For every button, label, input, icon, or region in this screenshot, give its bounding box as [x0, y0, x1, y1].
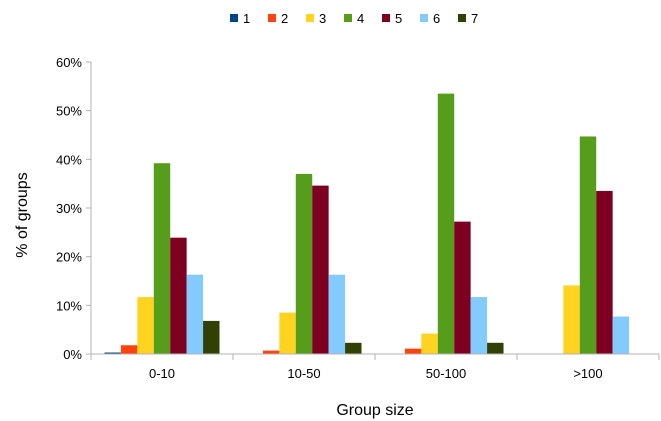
legend-label: 7: [471, 11, 478, 26]
y-tick-label: 50%: [56, 104, 82, 119]
bar: [612, 316, 630, 354]
bar: [404, 348, 422, 354]
bars: [104, 93, 630, 354]
bar: [345, 342, 362, 354]
bar: [203, 320, 220, 354]
x-tick-label: 50-100: [426, 366, 466, 381]
legend-label: 4: [357, 11, 364, 26]
bar: [279, 312, 296, 354]
legend-swatch: [344, 14, 352, 22]
bar: [596, 190, 613, 354]
y-tick-label: 60%: [56, 55, 82, 70]
legend-label: 6: [433, 11, 440, 26]
bar: [470, 297, 488, 354]
legend-label: 2: [281, 11, 288, 26]
bar: [563, 285, 580, 354]
y-tick-label: 10%: [56, 298, 82, 313]
legend-swatch: [230, 14, 238, 22]
bar: [120, 345, 138, 354]
bar: [421, 333, 438, 354]
bar: [153, 163, 171, 354]
legend-swatch: [306, 14, 314, 22]
x-tick-label: >100: [573, 366, 602, 381]
bar: [137, 297, 154, 354]
y-axis-label: % of groups: [14, 172, 31, 257]
bar: [312, 185, 329, 354]
legend-label: 5: [395, 11, 402, 26]
legend-label: 3: [319, 11, 326, 26]
bar: [104, 352, 121, 354]
x-tick-label: 0-10: [149, 366, 175, 381]
legend-swatch: [268, 14, 276, 22]
bar: [328, 274, 346, 354]
legend: 1 2 3 4 5 6 7: [230, 11, 478, 26]
bar: [295, 173, 313, 354]
bar: [437, 93, 455, 354]
x-tick-label: 10-50: [287, 366, 320, 381]
bar: [170, 237, 187, 354]
y-tick-label: 20%: [56, 250, 82, 265]
y-tick-label: 30%: [56, 201, 82, 216]
legend-swatch: [420, 14, 428, 22]
y-tick-label: 0%: [63, 347, 82, 362]
x-axis-label: Group size: [336, 402, 413, 419]
bar: [186, 274, 204, 354]
bar: [262, 350, 280, 354]
legend-swatch: [458, 14, 466, 22]
axes: 0% 10% 20% 30% 40% 50% 60% 0-10 10-50 50-100 >100: [56, 55, 660, 381]
bar: [454, 221, 471, 354]
y-tick-label: 40%: [56, 152, 82, 167]
legend-swatch: [382, 14, 390, 22]
bar: [579, 136, 597, 354]
bar: [487, 342, 504, 354]
legend-label: 1: [243, 11, 250, 26]
